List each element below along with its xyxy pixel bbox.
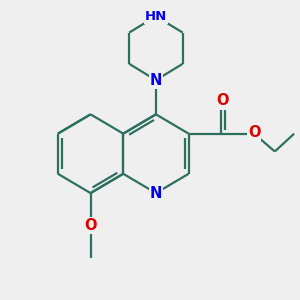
Text: O: O bbox=[84, 218, 97, 233]
Text: N: N bbox=[150, 186, 162, 201]
Text: O: O bbox=[248, 125, 260, 140]
Text: HN: HN bbox=[145, 10, 167, 23]
Text: O: O bbox=[217, 94, 229, 109]
Text: N: N bbox=[150, 73, 162, 88]
